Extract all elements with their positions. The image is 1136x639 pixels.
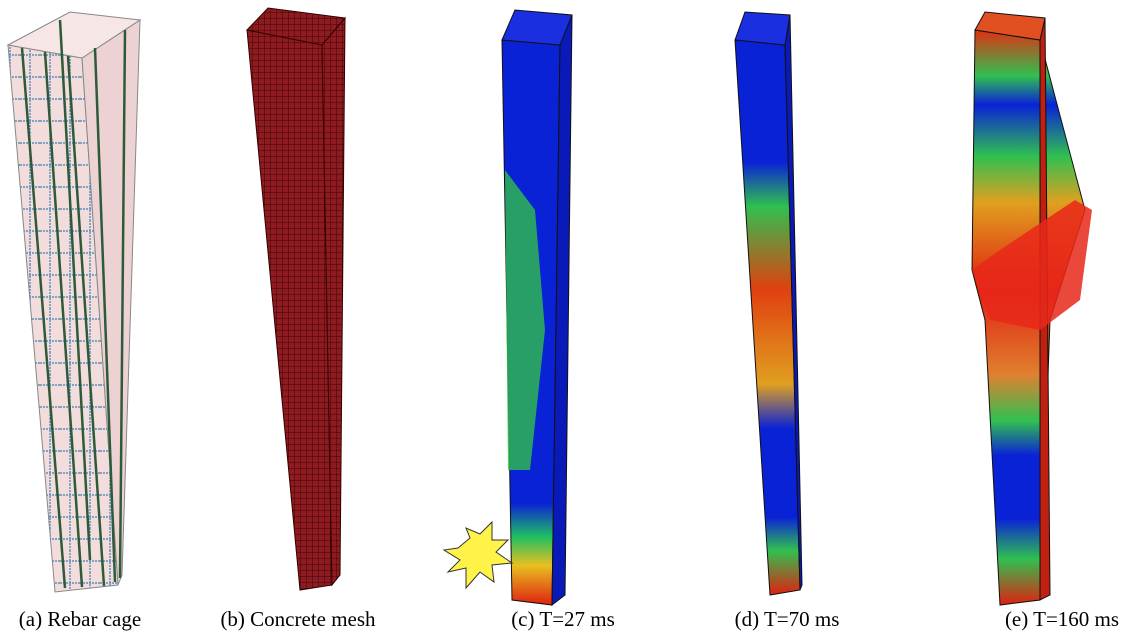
- column-top: [502, 10, 572, 45]
- caption: (b) Concrete mesh: [220, 607, 376, 631]
- caption: (d) T=70 ms: [735, 607, 840, 631]
- blast-icon: [444, 522, 512, 588]
- figure: (a) Rebar cage (b) Concrete mesh (c) T=2…: [0, 0, 1136, 639]
- caption: (e) T=160 ms: [1005, 607, 1119, 631]
- column-e: [972, 12, 1092, 605]
- column-c: [444, 10, 572, 605]
- mesh-front: [247, 30, 332, 590]
- column-top: [735, 12, 790, 45]
- concrete-mesh: [247, 8, 345, 590]
- caption: (c) T=27 ms: [511, 607, 615, 631]
- column-d: [735, 12, 802, 595]
- rebar-cage: [8, 12, 140, 592]
- caption: (a) Rebar cage: [19, 607, 141, 631]
